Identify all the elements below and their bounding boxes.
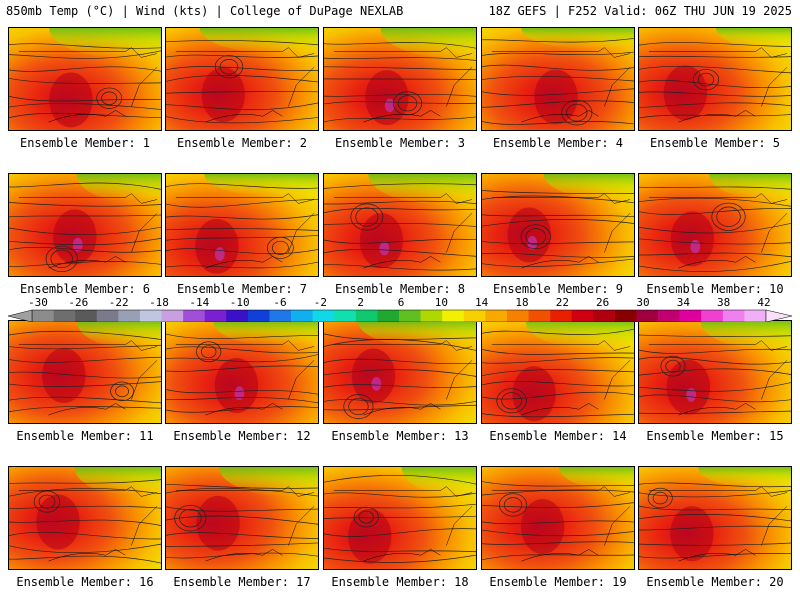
ensemble-map-5 xyxy=(638,27,792,131)
ensemble-map-9 xyxy=(481,173,635,277)
colorbar-swatch xyxy=(701,310,724,322)
colorbar-tick-label: 14 xyxy=(475,296,489,309)
colorbar-tick-label: 42 xyxy=(757,296,771,309)
colorbar-swatch xyxy=(593,310,616,322)
ensemble-map-10 xyxy=(638,173,792,277)
colorbar-swatch xyxy=(744,310,767,322)
colorbar-swatch xyxy=(506,310,529,322)
colorbar-swatch xyxy=(96,310,119,322)
colorbar-swatch xyxy=(399,310,421,322)
ensemble-map-7 xyxy=(165,173,319,277)
colorbar-tick-label: -10 xyxy=(229,296,250,309)
colorbar-tick-label: 26 xyxy=(596,296,610,309)
colorbar-swatch xyxy=(269,310,292,322)
colorbar-swatch xyxy=(528,310,551,322)
colorbar-swatch xyxy=(377,310,400,322)
colorbar-swatch xyxy=(312,310,335,322)
colorbar-swatch xyxy=(118,310,141,322)
ensemble-member-label: Ensemble Member: 3 xyxy=(334,136,466,150)
colorbar-swatch xyxy=(420,310,443,322)
ensemble-member-label: Ensemble Member: 16 xyxy=(16,575,154,589)
colorbar-tick-label: -26 xyxy=(68,296,89,309)
ensemble-member-label: Ensemble Member: 20 xyxy=(646,575,784,589)
colorbar-swatch xyxy=(204,310,227,322)
colorbar-swatch xyxy=(161,310,184,322)
ensemble-map-20 xyxy=(638,466,792,570)
ensemble-member-label: Ensemble Member: 17 xyxy=(173,575,311,589)
colorbar-swatch xyxy=(658,310,680,322)
colorbar-tick-label: -6 xyxy=(273,296,287,309)
ensemble-map-14 xyxy=(481,320,635,424)
ensemble-member-label: Ensemble Member: 9 xyxy=(492,282,624,296)
ensemble-member-label: Ensemble Member: 5 xyxy=(649,136,781,150)
ensemble-member-label: Ensemble Member: 19 xyxy=(489,575,627,589)
ensemble-map-16 xyxy=(8,466,162,570)
colorbar-swatch xyxy=(571,310,594,322)
ensemble-map-19 xyxy=(481,466,635,570)
colorbar-swatch xyxy=(226,310,249,322)
ensemble-map-12 xyxy=(165,320,319,424)
ensemble-member-label: Ensemble Member: 4 xyxy=(492,136,624,150)
ensemble-map-3 xyxy=(323,27,477,131)
colorbar-tick-label: 10 xyxy=(434,296,448,309)
colorbar-swatch xyxy=(75,310,98,322)
colorbar-left-arrow xyxy=(7,309,33,322)
temperature-colorbar xyxy=(7,309,793,322)
colorbar-tick-label: -2 xyxy=(313,296,327,309)
colorbar-swatch xyxy=(355,310,378,322)
ensemble-member-label: Ensemble Member: 1 xyxy=(19,136,151,150)
colorbar-swatch xyxy=(550,310,573,322)
ensemble-member-label: Ensemble Member: 14 xyxy=(489,429,627,443)
ensemble-member-label: Ensemble Member: 13 xyxy=(331,429,469,443)
colorbar-swatch xyxy=(291,310,313,322)
colorbar-swatch xyxy=(485,310,508,322)
map-title: 850mb Temp (°C) | Wind (kts) | College o… xyxy=(6,4,404,18)
ensemble-map-11 xyxy=(8,320,162,424)
colorbar-right-arrow xyxy=(765,309,793,322)
colorbar-tick-label: -30 xyxy=(28,296,48,309)
ensemble-member-label: Ensemble Member: 7 xyxy=(176,282,308,296)
colorbar-swatch xyxy=(442,310,465,322)
colorbar-swatch xyxy=(247,310,270,322)
ensemble-map-13 xyxy=(323,320,477,424)
ensemble-member-label: Ensemble Member: 15 xyxy=(646,429,784,443)
colorbar-tick-label: 38 xyxy=(717,296,731,309)
colorbar-tick-label: 6 xyxy=(397,296,405,309)
run-valid-time: 18Z GEFS | F252 Valid: 06Z THU JUN 19 20… xyxy=(488,4,792,18)
ensemble-member-label: Ensemble Member: 12 xyxy=(173,429,311,443)
ensemble-map-8 xyxy=(323,173,477,277)
colorbar-tick-label: -22 xyxy=(108,296,129,309)
ensemble-member-label: Ensemble Member: 6 xyxy=(19,282,151,296)
colorbar-swatch xyxy=(53,310,76,322)
ensemble-member-label: Ensemble Member: 11 xyxy=(16,429,154,443)
colorbar-tick-label: 18 xyxy=(515,296,529,309)
ensemble-map-1 xyxy=(8,27,162,131)
colorbar-swatch xyxy=(334,310,357,322)
colorbar-swatch xyxy=(139,310,162,322)
ensemble-member-label: Ensemble Member: 18 xyxy=(331,575,469,589)
ensemble-map-6 xyxy=(8,173,162,277)
colorbar-tick-label: -14 xyxy=(189,296,210,309)
ensemble-map-4 xyxy=(481,27,635,131)
ensemble-member-label: Ensemble Member: 8 xyxy=(334,282,466,296)
colorbar-swatch xyxy=(679,310,702,322)
colorbar-tick-label: 30 xyxy=(636,296,650,309)
colorbar-swatch xyxy=(463,310,486,322)
ensemble-map-2 xyxy=(165,27,319,131)
ensemble-map-18 xyxy=(323,466,477,570)
ensemble-map-15 xyxy=(638,320,792,424)
colorbar-swatch xyxy=(32,310,54,322)
colorbar-tick-label: 34 xyxy=(676,296,690,309)
colorbar-swatch xyxy=(183,310,206,322)
colorbar-swatch xyxy=(614,310,637,322)
colorbar-swatch xyxy=(636,310,659,322)
ensemble-map-17 xyxy=(165,466,319,570)
ensemble-member-label: Ensemble Member: 2 xyxy=(176,136,308,150)
ensemble-member-label: Ensemble Member: 10 xyxy=(646,282,784,296)
colorbar-tick-label: -18 xyxy=(149,296,169,309)
colorbar-tick-labels: -30 -26 -22 -18 -14 -10 -6 -2 2 6 10 14 18 22 26 30 34 38… xyxy=(0,296,800,309)
colorbar-tick-label: 2 xyxy=(357,296,364,309)
colorbar-tick-label: 22 xyxy=(555,296,569,309)
colorbar-swatch xyxy=(722,310,745,322)
